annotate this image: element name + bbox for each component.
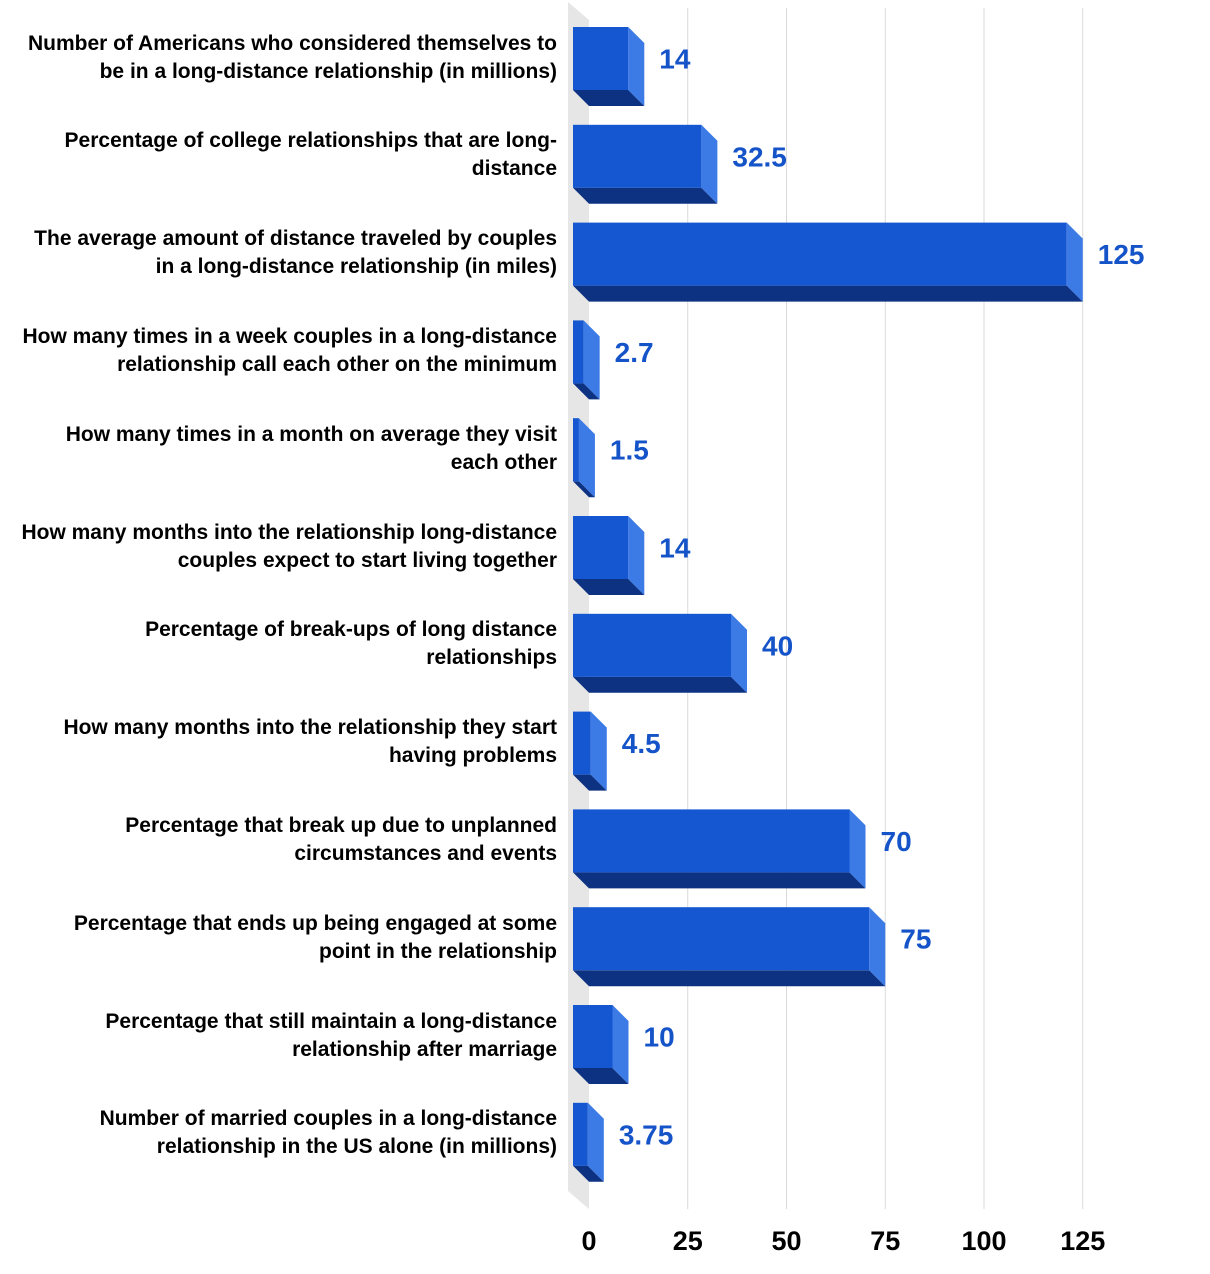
x-tick-label: 125 — [1060, 1226, 1105, 1256]
category-label: How many times in a week couples in a lo… — [22, 324, 557, 376]
bar-side-face — [701, 124, 718, 204]
bar-side-face — [731, 613, 747, 693]
bar-bottom-face — [573, 1165, 604, 1182]
value-label: 1.5 — [610, 435, 649, 466]
bar — [573, 1102, 604, 1182]
bar-bottom-face — [573, 1068, 629, 1084]
category-label: Percentage that ends up being engaged at… — [73, 911, 557, 963]
bar-side-face — [612, 1005, 629, 1084]
category-label: Percentage that break up due to unplanne… — [125, 813, 557, 865]
bar — [573, 613, 747, 693]
bar — [573, 320, 600, 400]
bar-bottom-face — [573, 579, 645, 595]
bar-side-face — [869, 907, 886, 987]
bar-front-face — [573, 711, 591, 775]
bar-side-face — [1066, 222, 1083, 302]
category-label: Percentage that still maintain a long-di… — [105, 1009, 557, 1061]
bar-side-face — [628, 516, 645, 595]
bar-bottom-face — [573, 676, 747, 693]
category-label: How many months into the relationship lo… — [21, 520, 557, 572]
value-label: 125 — [1098, 239, 1145, 270]
bar-bottom-face — [573, 187, 718, 204]
value-label: 4.5 — [622, 728, 661, 759]
x-tick-label: 25 — [673, 1226, 703, 1256]
category-label: Number of Americans who considered thems… — [27, 31, 557, 83]
x-tick-label: 0 — [581, 1226, 596, 1256]
bar-front-face — [573, 1102, 588, 1166]
value-label: 40 — [762, 630, 793, 661]
value-label: 2.7 — [615, 337, 654, 368]
bars — [573, 27, 1083, 1182]
bar — [573, 516, 645, 595]
bar — [573, 711, 607, 791]
bar-front-face — [573, 320, 584, 384]
x-tick-label: 100 — [961, 1226, 1006, 1256]
bar-side-face — [849, 809, 866, 889]
bar-bottom-face — [573, 774, 607, 791]
gridlines — [687, 8, 1084, 1209]
x-tick-label: 75 — [870, 1226, 900, 1256]
bar-side-face — [583, 320, 600, 400]
value-label: 70 — [881, 826, 912, 857]
bar-bottom-face — [573, 481, 595, 498]
bar-bottom-face — [573, 285, 1083, 302]
value-label: 14 — [659, 533, 691, 564]
category-label: Percentage of break-ups of long distance… — [145, 618, 557, 670]
bar — [573, 27, 645, 106]
value-label: 14 — [659, 44, 691, 75]
bar-bottom-face — [573, 872, 866, 889]
bar — [573, 222, 1083, 302]
x-tick-label: 50 — [771, 1226, 801, 1256]
category-label: Number of married couples in a long-dist… — [99, 1107, 557, 1159]
bar-front-face — [573, 907, 870, 971]
bar-front-face — [573, 516, 629, 579]
value-label: 10 — [644, 1022, 675, 1053]
category-label: The average amount of distance traveled … — [34, 227, 557, 279]
bar-front-face — [573, 27, 629, 90]
x-tick-labels: 0 25 50 75 100 125 — [581, 1226, 1105, 1256]
value-label: 75 — [900, 924, 931, 955]
bar-front-face — [573, 613, 731, 677]
bar — [573, 418, 595, 498]
bar-side-face — [590, 711, 607, 791]
bar-front-face — [573, 222, 1067, 286]
bar-side-face — [587, 1102, 604, 1182]
bar — [573, 124, 718, 204]
bar-front-face — [573, 124, 702, 188]
category-label: Percentage of college relationships that… — [64, 129, 557, 181]
bar-bottom-face — [573, 970, 886, 987]
value-label: 32.5 — [732, 141, 787, 172]
bar — [573, 907, 886, 987]
value-label: 3.75 — [619, 1119, 674, 1150]
bar-side-face — [578, 418, 595, 498]
bar-bottom-face — [573, 383, 600, 400]
category-label: How many times in a month on average the… — [65, 422, 557, 474]
bar-front-face — [573, 418, 579, 482]
bar-front-face — [573, 1005, 613, 1068]
bar-bottom-face — [573, 90, 645, 106]
category-label: How many months into the relationship th… — [63, 716, 557, 768]
bar-side-face — [628, 27, 645, 106]
bar — [573, 809, 866, 889]
bar-front-face — [573, 809, 850, 873]
bar — [573, 1005, 629, 1084]
